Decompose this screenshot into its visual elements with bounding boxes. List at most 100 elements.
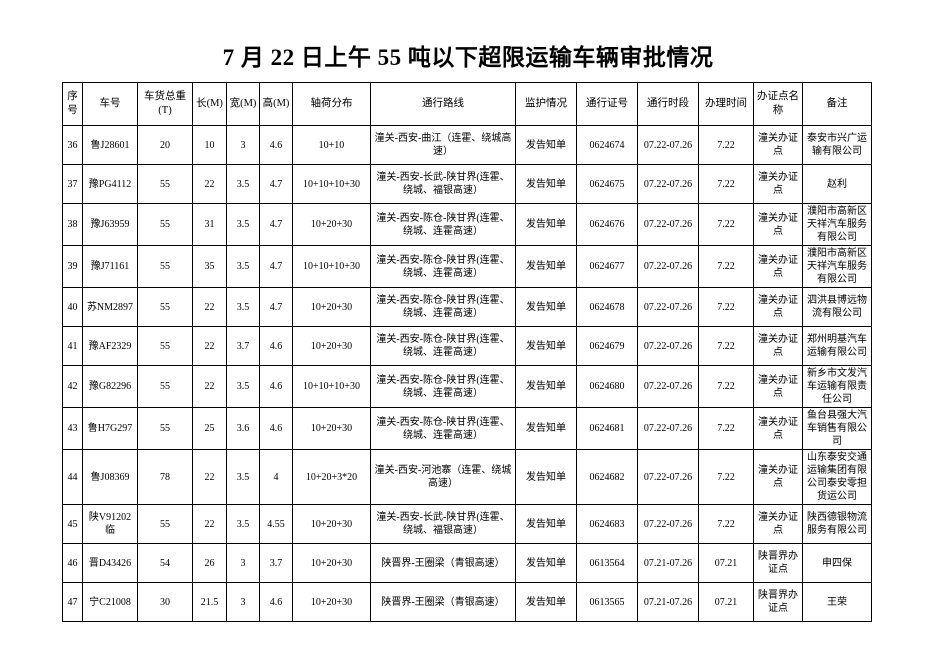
table-cell: 07.21: [698, 543, 754, 583]
table-cell: 10+20+3*20: [292, 449, 371, 505]
table-cell: 0613564: [576, 543, 638, 583]
column-header: 车货总重(T): [137, 82, 193, 126]
table-row: 40 苏NM2897 55 22 3.5 4.7 10+20+30 潼关-西安-陈仓-陕甘界(…: [62, 287, 872, 327]
table-cell: 55: [137, 407, 193, 450]
table-cell: 55: [137, 203, 193, 246]
table-cell: 发告知单: [515, 365, 577, 408]
table-cell: 发告知单: [515, 125, 577, 165]
table-cell: 3: [226, 125, 260, 165]
table-cell: 豫J63959: [82, 203, 138, 246]
table-cell: 鲁J28601: [82, 125, 138, 165]
table-cell: 26: [192, 543, 227, 583]
table-cell: 鱼台县强大汽车销售有限公司: [802, 407, 872, 450]
table-cell: 豫AF2329: [82, 326, 138, 366]
table-cell: 55: [137, 245, 193, 288]
table-cell: 潼关-西安-陈仓-陕甘界(连霍、绕城、连霍高速）: [370, 326, 516, 366]
table-row: 44 鲁J08369 78 22 3.5 4 10+20+3*20 潼关-西安-河池寨（连霍、…: [62, 449, 872, 505]
table-cell: 潼关办证点: [753, 203, 803, 246]
table-cell: 7.22: [698, 504, 754, 544]
table-cell: 07.22-07.26: [637, 287, 699, 327]
table-cell: 7.22: [698, 125, 754, 165]
document-title: 7 月 22 日上午 55 吨以下超限运输车辆审批情况: [222, 45, 714, 70]
table-cell: 07.22-07.26: [637, 125, 699, 165]
table-cell: 07.22-07.26: [637, 449, 699, 505]
table-cell: 4.6: [259, 125, 293, 165]
table-cell: 潼关-西安-陈仓-陕甘界(连霍、绕城、连霍高速）: [370, 365, 516, 408]
table-cell: 55: [137, 504, 193, 544]
table-cell: 豫G82296: [82, 365, 138, 408]
table-cell: 7.22: [698, 164, 754, 204]
table-cell: 0624680: [576, 365, 638, 408]
table-cell: 10+20+30: [292, 326, 371, 366]
table-cell: 4.7: [259, 164, 293, 204]
table-cell: 44: [62, 449, 83, 505]
column-header: 宽(M): [226, 82, 260, 126]
table-row: 46 晋D43426 54 26 3 3.7 10+20+30 陕晋界-王圈梁（青银高速） 发告…: [62, 543, 872, 583]
table-cell: 4.6: [259, 326, 293, 366]
table-cell: 3.7: [226, 326, 260, 366]
table-cell: 36: [62, 125, 83, 165]
table-cell: 鲁J08369: [82, 449, 138, 505]
table-cell: 54: [137, 543, 193, 583]
table-cell: 0624678: [576, 287, 638, 327]
table-cell: 潼关-西安-陈仓-陕甘界(连霍、绕城、连霍高速）: [370, 203, 516, 246]
table-cell: 3.5: [226, 287, 260, 327]
table-cell: 发告知单: [515, 407, 577, 450]
table-cell: 潼关办证点: [753, 245, 803, 288]
table-cell: 山东泰安交通运输集团有限公司泰安零担货运公司: [802, 449, 872, 505]
table-cell: 赵利: [802, 164, 872, 204]
table-cell: 07.22-07.26: [637, 203, 699, 246]
table-cell: 陕V91202临: [82, 504, 138, 544]
table-cell: 7.22: [698, 245, 754, 288]
column-header: 通行路线: [370, 82, 516, 126]
table-cell: 4.7: [259, 245, 293, 288]
table-cell: 4.55: [259, 504, 293, 544]
column-header: 监护情况: [515, 82, 577, 126]
table-cell: 0624683: [576, 504, 638, 544]
table-cell: 陕晋界办证点: [753, 543, 803, 583]
table-cell: 78: [137, 449, 193, 505]
column-header: 通行时段: [637, 82, 699, 126]
table-cell: 4.6: [259, 365, 293, 408]
table-cell: 潼关-西安-河池寨（连霍、绕城高速）: [370, 449, 516, 505]
table-cell: 07.22-07.26: [637, 245, 699, 288]
table-cell: 陕晋界-王圈梁（青银高速）: [370, 543, 516, 583]
table-cell: 38: [62, 203, 83, 246]
table-cell: 0624674: [576, 125, 638, 165]
column-header: 办证点名称: [753, 82, 803, 126]
table-cell: 10: [192, 125, 227, 165]
column-header: 序号: [62, 82, 83, 126]
table-cell: 10+10+10+30: [292, 245, 371, 288]
table-cell: 4.7: [259, 287, 293, 327]
table-cell: 41: [62, 326, 83, 366]
table-cell: 7.22: [698, 449, 754, 505]
table-cell: 0624682: [576, 449, 638, 505]
table-cell: 泗洪县博远物流有限公司: [802, 287, 872, 327]
table-cell: 潼关-西安-陈仓-陕甘界(连霍、绕城、连霍高速）: [370, 287, 516, 327]
table-cell: 新乡市文发汽车运输有限责任公司: [802, 365, 872, 408]
table-body: 36 鲁J28601 20 10 3 4.6 10+10 潼关-西安-曲江（连霍、绕城高速）发…: [62, 125, 872, 622]
header-row: 序号 车号 车货总重(T) 长(M) 宽(M) 高(M) 轴荷分布 通行路线 监护情况 通行证号通…: [62, 82, 872, 126]
table-cell: 4: [259, 449, 293, 505]
table-cell: 39: [62, 245, 83, 288]
table-cell: 宁C21008: [82, 582, 138, 622]
table-row: 42 豫G82296 55 22 3.5 4.6 10+10+10+30 潼关-西安-陈仓-陕…: [62, 365, 872, 408]
table-cell: 10+20+30: [292, 504, 371, 544]
table-cell: 45: [62, 504, 83, 544]
table-cell: 22: [192, 326, 227, 366]
table-row: 37 豫PG4112 55 22 3.5 4.7 10+10+10+30 潼关-西安-长武-陕…: [62, 164, 872, 204]
table-cell: 潼关办证点: [753, 125, 803, 165]
table-cell: 07.21-07.26: [637, 543, 699, 583]
table-cell: 潼关办证点: [753, 326, 803, 366]
table-cell: 潼关办证点: [753, 407, 803, 450]
table-cell: 0624681: [576, 407, 638, 450]
table-cell: 22: [192, 287, 227, 327]
table-cell: 0624679: [576, 326, 638, 366]
approval-table: 序号 车号 车货总重(T) 长(M) 宽(M) 高(M) 轴荷分布 通行路线 监护情况 通行证号通…: [62, 82, 872, 622]
table-row: 43 鲁H7G297 55 25 3.6 4.6 10+20+30 潼关-西安-陈仓-陕甘界(…: [62, 407, 872, 450]
table-cell: 55: [137, 164, 193, 204]
table-cell: 潼关办证点: [753, 504, 803, 544]
table-cell: 31: [192, 203, 227, 246]
table-cell: 07.22-07.26: [637, 365, 699, 408]
table-cell: 10+20+30: [292, 582, 371, 622]
